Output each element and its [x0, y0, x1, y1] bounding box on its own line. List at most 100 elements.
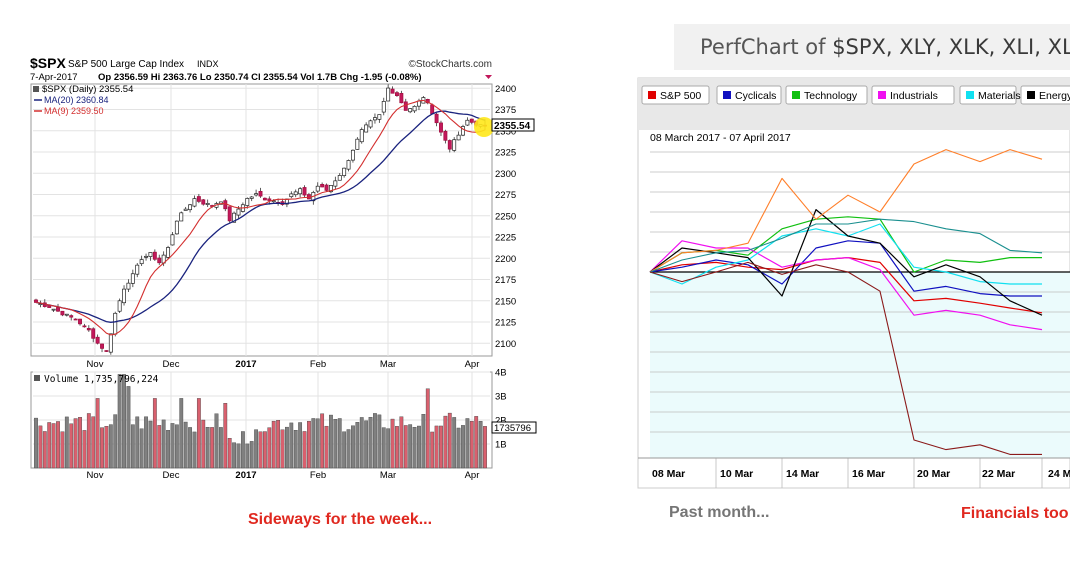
legend-swatch	[966, 91, 974, 99]
volume-bar	[227, 438, 232, 469]
volume-bar	[174, 424, 179, 469]
candle-up	[355, 138, 360, 150]
candle-down	[395, 92, 399, 96]
volume-bar	[254, 429, 258, 469]
perfchart-title: PerfChart of $SPX, XLY, XLK, XLI, XLB	[674, 24, 1070, 70]
price-tick-label: 2325	[495, 148, 516, 159]
candle-up	[117, 300, 122, 312]
candles	[34, 84, 487, 355]
volume-bar	[210, 427, 214, 469]
price-month-label: Mar	[380, 359, 396, 370]
volume-bars	[34, 374, 487, 469]
volume-bar	[289, 422, 294, 469]
volume-bar	[60, 431, 65, 469]
legend-item-bg[interactable]	[716, 85, 782, 105]
legend-item-bg[interactable]	[641, 85, 710, 105]
candle-up	[236, 208, 241, 216]
candle-down	[157, 257, 162, 264]
candle-up	[139, 259, 144, 265]
volume-bar	[56, 421, 60, 469]
candle-down	[152, 251, 157, 260]
volume-bar	[240, 431, 245, 469]
perfchart-legend-item[interactable]: Technology	[785, 85, 868, 105]
perfchart-legend-item[interactable]: S&P 500	[641, 85, 710, 105]
last-price-label: 2355.54	[494, 121, 531, 132]
perfchart-legend-item[interactable]: Industrials	[871, 85, 955, 105]
candle-up	[122, 288, 126, 304]
legend-item-label: S&P 500	[660, 90, 701, 102]
candle-up	[64, 313, 69, 316]
volume-bar	[320, 413, 325, 469]
volume-bar	[42, 431, 47, 469]
volume-month-label: Mar	[380, 470, 396, 481]
legend-swatch	[878, 91, 886, 99]
candle-up	[179, 212, 184, 222]
volume-month-label: Dec	[163, 470, 180, 481]
volume-bar	[447, 412, 452, 469]
legend-item-bg[interactable]	[959, 85, 1017, 105]
last-price-box	[491, 118, 535, 132]
legend-price: $SPX (Daily) 2355.54	[42, 84, 133, 95]
volume-bar	[421, 414, 426, 469]
volume-bar	[381, 427, 386, 469]
perfchart-x-label: 08 Mar	[652, 468, 685, 480]
candle-up	[346, 160, 351, 170]
volume-bar	[117, 374, 122, 469]
legend-item-bg[interactable]	[785, 85, 868, 105]
perf-extra-line	[649, 149, 1043, 273]
legend-swatch	[648, 91, 656, 99]
candle-up	[205, 202, 210, 205]
perfchart-legend-item[interactable]: Cyclicals	[716, 85, 782, 105]
candle-up	[465, 119, 470, 126]
volume-last-box	[491, 421, 537, 434]
candle-up	[174, 220, 179, 235]
volume-bar	[73, 418, 78, 469]
volume-month-label: Feb	[310, 470, 326, 481]
candle-down	[443, 130, 448, 141]
price-month-label: 2017	[235, 359, 256, 370]
price-month-label: Feb	[310, 359, 326, 370]
candle-down	[403, 101, 408, 111]
candle-down	[434, 113, 439, 124]
candle-up	[170, 234, 175, 246]
perfchart-legend-item[interactable]: Materials	[959, 85, 1021, 105]
perfchart-lines	[649, 149, 1043, 455]
perfchart-legend-item[interactable]: Energy	[1020, 85, 1070, 105]
candle-down	[302, 187, 307, 196]
candle-down	[73, 318, 78, 321]
candle-up	[364, 124, 369, 133]
volume-bar	[280, 429, 285, 469]
volume-bar	[78, 417, 82, 469]
volume-bar	[267, 427, 272, 469]
volume-bar	[342, 431, 347, 469]
candle-up	[108, 333, 113, 353]
price-tick-label: 2100	[495, 339, 516, 350]
perfchart-x-label: 22 Mar	[982, 468, 1015, 480]
last-price-highlight	[474, 117, 494, 137]
candle-up	[417, 100, 421, 107]
volume-bar	[214, 413, 219, 469]
legend-item-bg[interactable]	[871, 85, 955, 105]
volume-bar	[188, 427, 192, 469]
volume-bar	[355, 422, 360, 469]
price-tick-label: 2250	[495, 211, 516, 222]
volume-month-label: 2017	[235, 470, 256, 481]
volume-bar	[456, 427, 461, 469]
perfchart-x-label: 10 Mar	[720, 468, 753, 480]
candle-up	[342, 167, 347, 176]
volume-bar	[170, 423, 175, 469]
price-tick-label: 2400	[495, 84, 516, 95]
candle-up	[245, 198, 250, 206]
right-caption-left: Past month...	[669, 504, 770, 521]
candle-down	[399, 93, 404, 104]
volume-bar	[443, 415, 448, 469]
volume-bar	[161, 419, 166, 469]
volume-bar	[434, 425, 439, 469]
candle-up	[381, 101, 386, 113]
candle-up	[315, 185, 320, 192]
legend-item-bg[interactable]	[1020, 85, 1070, 105]
volume-bar	[139, 428, 144, 469]
volume-bar	[483, 426, 487, 469]
candle-up	[144, 255, 148, 258]
volume-bar	[377, 414, 382, 469]
